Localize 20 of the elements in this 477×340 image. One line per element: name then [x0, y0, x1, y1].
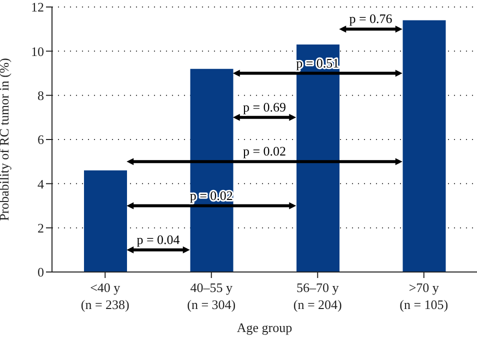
y-tick-label: 8 [38, 88, 44, 103]
x-tick-label: >70 y (n = 105) [400, 280, 448, 312]
y-tick-label: 6 [38, 132, 44, 148]
y-tick-label: 12 [31, 0, 44, 15]
x-tick-label: 56–70 y (n = 204) [293, 280, 342, 312]
y-tick-label: 4 [38, 176, 44, 192]
y-tick-label: 10 [31, 44, 44, 59]
bar [402, 20, 446, 272]
x-tick-label: <40 y (n = 238) [80, 280, 130, 312]
y-tick-label: 2 [38, 220, 44, 236]
annotation: p = 0.69 [242, 99, 286, 114]
x-axis-title: Age group [236, 320, 292, 335]
y-tick-label: 0 [38, 264, 44, 280]
annotation: p = 0.02 [242, 144, 286, 159]
bar [84, 170, 127, 272]
annotation: p = 0.04 [136, 232, 180, 247]
x-tick-label: 40–55 y (n = 304) [187, 280, 236, 312]
bar [296, 44, 340, 272]
bar [190, 68, 234, 272]
annotation: p = 0.76 [349, 11, 393, 26]
